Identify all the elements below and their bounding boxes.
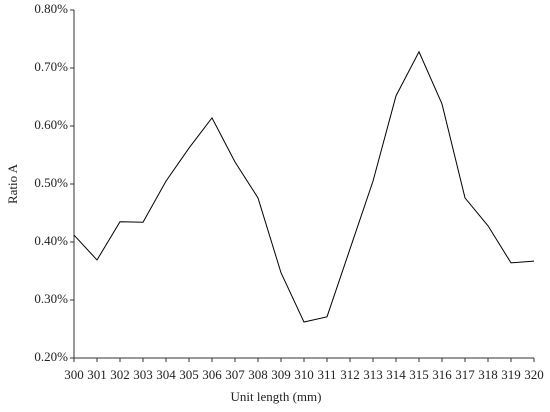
x-tick-label: 313 xyxy=(363,367,383,382)
y-tick-label: 0.20% xyxy=(34,349,68,364)
y-axis-label: Ratio A xyxy=(5,163,20,204)
x-tick-label: 312 xyxy=(340,367,360,382)
data-line xyxy=(73,50,535,323)
x-tick-label: 300 xyxy=(64,367,84,382)
x-tick-label: 320 xyxy=(524,367,544,382)
y-tick-label: 0.70% xyxy=(34,59,68,74)
x-tick-label: 316 xyxy=(432,367,452,382)
x-tick-label: 304 xyxy=(156,367,176,382)
y-tick-label: 0.40% xyxy=(34,233,68,248)
x-tick-label: 303 xyxy=(133,367,153,382)
x-tick-label: 318 xyxy=(478,367,498,382)
y-tick-label: 0.60% xyxy=(34,117,68,132)
x-tick-label: 309 xyxy=(271,367,291,382)
x-tick-label: 307 xyxy=(225,367,245,382)
x-tick-label: 317 xyxy=(455,367,475,382)
x-tick-label: 302 xyxy=(110,367,130,382)
x-tick-label: 311 xyxy=(317,367,336,382)
x-tick-label: 319 xyxy=(501,367,521,382)
x-tick-label: 315 xyxy=(409,367,429,382)
x-tick-label: 306 xyxy=(202,367,222,382)
x-tick-label: 308 xyxy=(248,367,268,382)
y-tick-label: 0.80% xyxy=(34,1,68,16)
x-tick-label: 305 xyxy=(179,367,199,382)
x-tick-label: 314 xyxy=(386,367,406,382)
y-tick-label: 0.50% xyxy=(34,175,68,190)
x-tick-label: 301 xyxy=(87,367,107,382)
x-axis-label: Unit length (mm) xyxy=(231,389,322,404)
x-tick-label: 310 xyxy=(294,367,314,382)
y-tick-label: 0.30% xyxy=(34,291,68,306)
